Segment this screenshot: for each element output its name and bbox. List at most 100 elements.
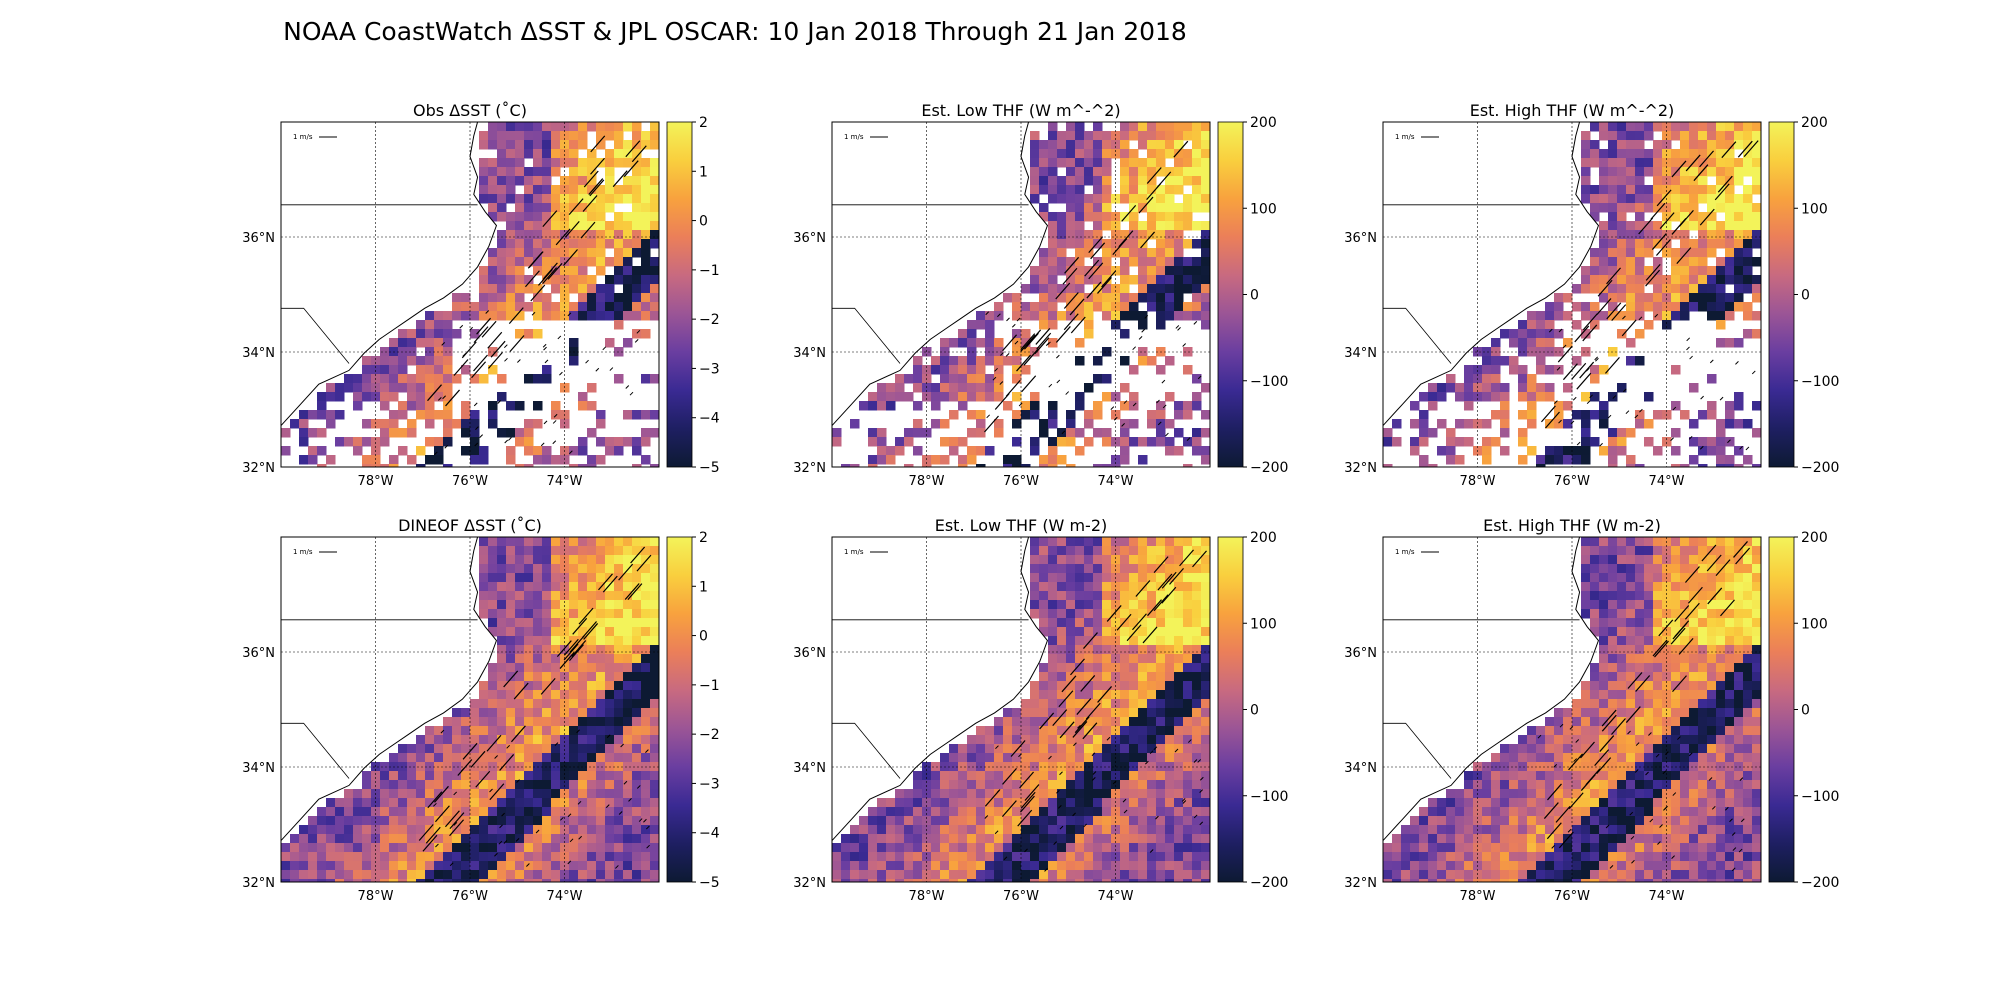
data-cell	[1066, 843, 1076, 853]
data-cell	[1599, 176, 1609, 186]
data-cell	[461, 302, 471, 312]
data-cell	[1048, 699, 1058, 709]
data-cell	[632, 843, 642, 853]
data-cell	[515, 194, 525, 204]
data-cell	[551, 870, 561, 880]
data-cell	[497, 428, 507, 438]
data-cell	[650, 735, 660, 745]
data-cell	[1138, 834, 1148, 844]
data-cell	[1671, 212, 1681, 222]
data-cell	[524, 789, 534, 799]
data-cell	[434, 365, 444, 375]
data-cell	[1545, 347, 1555, 357]
data-cell	[1165, 356, 1175, 366]
data-cell	[1102, 807, 1112, 817]
data-cell	[1752, 464, 1762, 474]
data-cell	[632, 230, 642, 240]
data-cell	[515, 203, 525, 213]
data-cell	[1680, 221, 1690, 231]
data-cell	[1707, 410, 1717, 420]
data-cell	[497, 266, 507, 276]
colorbar-tick-label: −200	[1250, 875, 1288, 891]
data-cell	[1084, 546, 1094, 556]
data-cell	[1102, 816, 1112, 826]
data-cell	[533, 879, 543, 889]
data-cell	[299, 834, 309, 844]
data-cell	[1174, 564, 1184, 574]
data-cell	[515, 609, 525, 619]
data-cell	[1093, 546, 1103, 556]
data-cell	[949, 771, 959, 781]
data-cell	[650, 591, 660, 601]
data-cell	[1192, 636, 1202, 646]
data-cell	[524, 708, 534, 718]
data-cell	[443, 410, 453, 420]
data-cell	[650, 275, 660, 285]
data-cell	[614, 879, 624, 889]
data-cell	[1653, 221, 1663, 231]
data-cell	[940, 365, 950, 375]
data-cell	[1689, 672, 1699, 682]
data-cell	[1554, 302, 1564, 312]
data-cell	[641, 807, 651, 817]
data-cell	[958, 879, 968, 889]
data-cell	[353, 807, 363, 817]
data-cell	[1599, 663, 1609, 673]
data-cell	[587, 176, 597, 186]
data-cell	[994, 753, 1004, 763]
data-cell	[614, 257, 624, 267]
data-cell	[1446, 374, 1456, 384]
data-cell	[623, 690, 633, 700]
data-cell	[641, 663, 651, 673]
data-cell	[515, 401, 525, 411]
data-cell	[1734, 248, 1744, 258]
data-cell	[317, 879, 327, 889]
data-cell	[1590, 437, 1600, 447]
data-cell	[596, 618, 606, 628]
data-cell	[632, 636, 642, 646]
data-cell	[362, 374, 372, 384]
data-cell	[1491, 356, 1501, 366]
data-cell	[1138, 176, 1148, 186]
data-cell	[1075, 789, 1085, 799]
data-cell	[1689, 582, 1699, 592]
data-cell	[416, 446, 426, 456]
data-cell	[1147, 158, 1157, 168]
data-cell	[1725, 167, 1735, 177]
data-cell	[542, 708, 552, 718]
data-cell	[632, 203, 642, 213]
data-cell	[1120, 149, 1130, 159]
data-cell	[596, 744, 606, 754]
data-cell	[1129, 248, 1139, 258]
data-cell	[1183, 564, 1193, 574]
data-cell	[841, 861, 851, 871]
data-cell	[1120, 537, 1130, 547]
data-cell	[614, 834, 624, 844]
data-cell	[1653, 167, 1663, 177]
data-cell	[1635, 654, 1645, 664]
data-cell	[560, 807, 570, 817]
data-cell	[452, 329, 462, 339]
data-cell	[1093, 573, 1103, 583]
data-cell	[967, 816, 977, 826]
data-cell	[389, 338, 399, 348]
data-cell	[1545, 383, 1555, 393]
data-cell	[515, 798, 525, 808]
data-cell	[650, 546, 660, 556]
data-cell	[1111, 663, 1121, 673]
data-cell	[1048, 780, 1058, 790]
data-cell	[1734, 239, 1744, 249]
data-cell	[452, 293, 462, 303]
data-cell	[1707, 248, 1717, 258]
data-cell	[578, 699, 588, 709]
data-cell	[1174, 852, 1184, 862]
data-cell	[623, 185, 633, 195]
data-cell	[1527, 401, 1537, 411]
data-cell	[1147, 537, 1157, 547]
data-cell	[524, 627, 534, 637]
data-cell	[1192, 185, 1202, 195]
data-cell	[515, 176, 525, 186]
data-cell	[326, 852, 336, 862]
data-cell	[1201, 681, 1211, 691]
data-cell	[1012, 302, 1022, 312]
